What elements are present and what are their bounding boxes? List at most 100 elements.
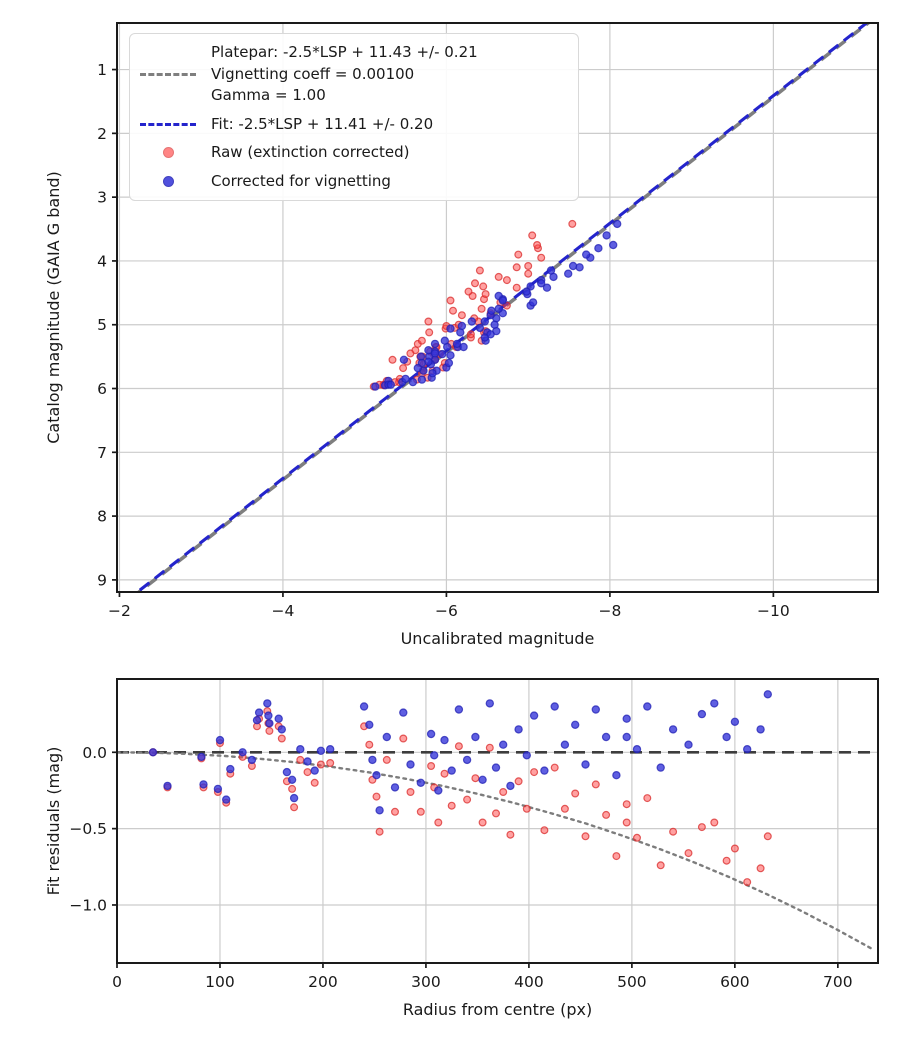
data-point xyxy=(452,339,462,349)
platepar-dash-handle xyxy=(140,72,196,76)
data-point xyxy=(475,323,485,333)
data-point xyxy=(530,768,539,777)
data-point xyxy=(427,761,436,770)
data-point xyxy=(254,708,264,717)
fit-dash-handle xyxy=(140,122,196,126)
data-point xyxy=(537,253,546,262)
data-point xyxy=(524,269,533,278)
data-point xyxy=(440,769,449,778)
data-point xyxy=(428,369,437,378)
data-point xyxy=(710,818,719,827)
data-point xyxy=(533,241,542,250)
y-tick-label: 1 xyxy=(97,61,107,79)
data-point xyxy=(446,324,455,333)
data-point xyxy=(148,748,158,757)
x-tick-label: 400 xyxy=(514,973,544,991)
data-point xyxy=(430,339,440,349)
data-point xyxy=(632,745,642,754)
x-tick-label: 200 xyxy=(308,973,338,991)
data-point xyxy=(399,734,408,743)
data-point xyxy=(310,778,319,787)
data-point xyxy=(390,783,400,792)
data-point xyxy=(444,358,454,368)
data-point xyxy=(447,766,456,775)
data-point xyxy=(763,832,772,841)
legend-entry-platepar: Platepar: -2.5*LSP + 11.43 +/- 0.21 Vign… xyxy=(140,42,568,107)
tick-labels: −2 −4 −6 −8 −10 1 2 3 4 5 6 7 8 9 xyxy=(97,61,790,620)
data-point xyxy=(359,702,369,711)
data-point xyxy=(485,699,494,708)
data-point xyxy=(416,778,425,788)
data-point xyxy=(274,714,283,723)
data-point xyxy=(512,283,521,292)
y-tick-label: 4 xyxy=(97,252,107,270)
data-point xyxy=(743,878,752,887)
plot-border xyxy=(116,22,879,593)
series-raw xyxy=(369,219,577,391)
data-point xyxy=(303,768,312,777)
data-point xyxy=(528,231,537,240)
data-point xyxy=(296,755,305,764)
data-point xyxy=(454,705,464,714)
data-point xyxy=(522,751,532,760)
data-point xyxy=(264,711,273,720)
data-point xyxy=(499,787,508,796)
data-point xyxy=(449,306,458,315)
data-point xyxy=(430,751,439,760)
data-point xyxy=(506,781,515,791)
data-point xyxy=(475,266,484,275)
series-corrected xyxy=(148,690,773,815)
legend-entry-corrected: Corrected for vignetting xyxy=(140,171,568,193)
data-point xyxy=(213,784,223,794)
red-dot-icon xyxy=(162,147,174,159)
data-point xyxy=(265,726,274,735)
data-point xyxy=(643,794,652,803)
data-point xyxy=(550,702,559,711)
data-point xyxy=(408,377,418,387)
data-point xyxy=(494,304,503,313)
data-point xyxy=(502,276,511,285)
data-point xyxy=(277,725,286,734)
data-point xyxy=(529,711,539,720)
data-point xyxy=(582,250,591,259)
data-point xyxy=(401,374,410,384)
data-point xyxy=(528,298,538,307)
data-point xyxy=(426,729,436,739)
data-point xyxy=(498,296,507,305)
legend-label-corrected: Corrected for vignetting xyxy=(211,171,391,190)
legend-label-raw: Raw (extinction corrected) xyxy=(211,143,410,161)
legend: Platepar: -2.5*LSP + 11.43 +/- 0.21 Vign… xyxy=(129,33,579,201)
x-tick-label: 0 xyxy=(112,973,122,991)
data-point xyxy=(514,777,523,786)
data-point xyxy=(382,755,391,764)
corrected-marker-handle xyxy=(140,175,196,187)
data-point xyxy=(406,760,415,769)
data-point xyxy=(514,725,523,734)
data-point xyxy=(522,287,531,296)
data-point xyxy=(365,720,374,730)
data-point xyxy=(382,732,391,742)
data-point xyxy=(622,800,631,809)
data-point xyxy=(609,240,618,250)
data-point xyxy=(542,283,552,292)
data-point xyxy=(406,349,415,358)
reference-lines xyxy=(117,750,878,952)
data-point xyxy=(571,789,580,798)
y-tick-label: 9 xyxy=(97,571,107,589)
data-point xyxy=(756,725,765,734)
data-point xyxy=(438,349,447,359)
data-point xyxy=(440,336,449,345)
data-point xyxy=(416,807,425,816)
data-point xyxy=(564,269,573,278)
data-point xyxy=(316,760,325,769)
data-point xyxy=(540,766,549,775)
data-point xyxy=(622,714,631,723)
data-point xyxy=(537,279,546,288)
data-point xyxy=(399,364,408,373)
data-point xyxy=(494,272,503,281)
data-point xyxy=(197,752,206,762)
data-point xyxy=(282,767,292,777)
data-point xyxy=(471,774,480,783)
data-point xyxy=(722,856,731,865)
data-point xyxy=(372,792,381,801)
